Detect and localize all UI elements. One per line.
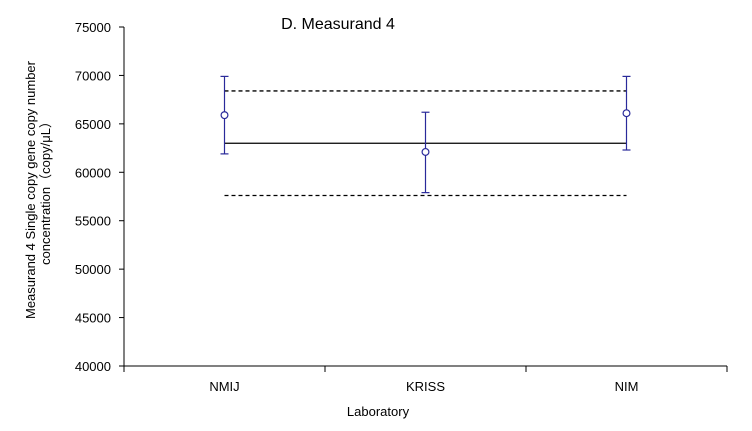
y-tick-label: 70000 xyxy=(75,68,111,83)
y-axis-ticks: 40000 45000 50000 55000 60000 65000 70000 75000 xyxy=(75,20,124,374)
x-tick-label: NMIJ xyxy=(209,379,239,394)
y-axis-label-line1: Measurand 4 Single copy gene copy number xyxy=(23,60,38,319)
x-axis-label: Laboratory xyxy=(347,404,410,419)
data-point xyxy=(421,147,430,156)
chart-title: D. Measurand 4 xyxy=(281,16,395,33)
y-tick-label: 45000 xyxy=(75,311,111,326)
data-points xyxy=(220,109,631,156)
plot-area: 40000 45000 50000 55000 60000 65000 70000 75000… xyxy=(75,20,728,394)
y-tick-label: 75000 xyxy=(75,20,111,35)
y-tick-label: 65000 xyxy=(75,117,111,132)
y-tick-label: 40000 xyxy=(75,359,111,374)
data-point xyxy=(220,111,229,120)
y-tick-label: 55000 xyxy=(75,214,111,229)
error-bars xyxy=(220,75,631,194)
y-tick-label: 60000 xyxy=(75,165,111,180)
x-tick-label: NIM xyxy=(615,379,639,394)
x-axis-ticks: NMIJ KRISS NIM xyxy=(123,366,728,394)
y-tick-label: 50000 xyxy=(75,262,111,277)
x-tick-label: KRISS xyxy=(406,379,445,394)
data-point xyxy=(622,109,631,118)
y-axis-label-line2: concentration（copy/μL） xyxy=(38,115,53,265)
